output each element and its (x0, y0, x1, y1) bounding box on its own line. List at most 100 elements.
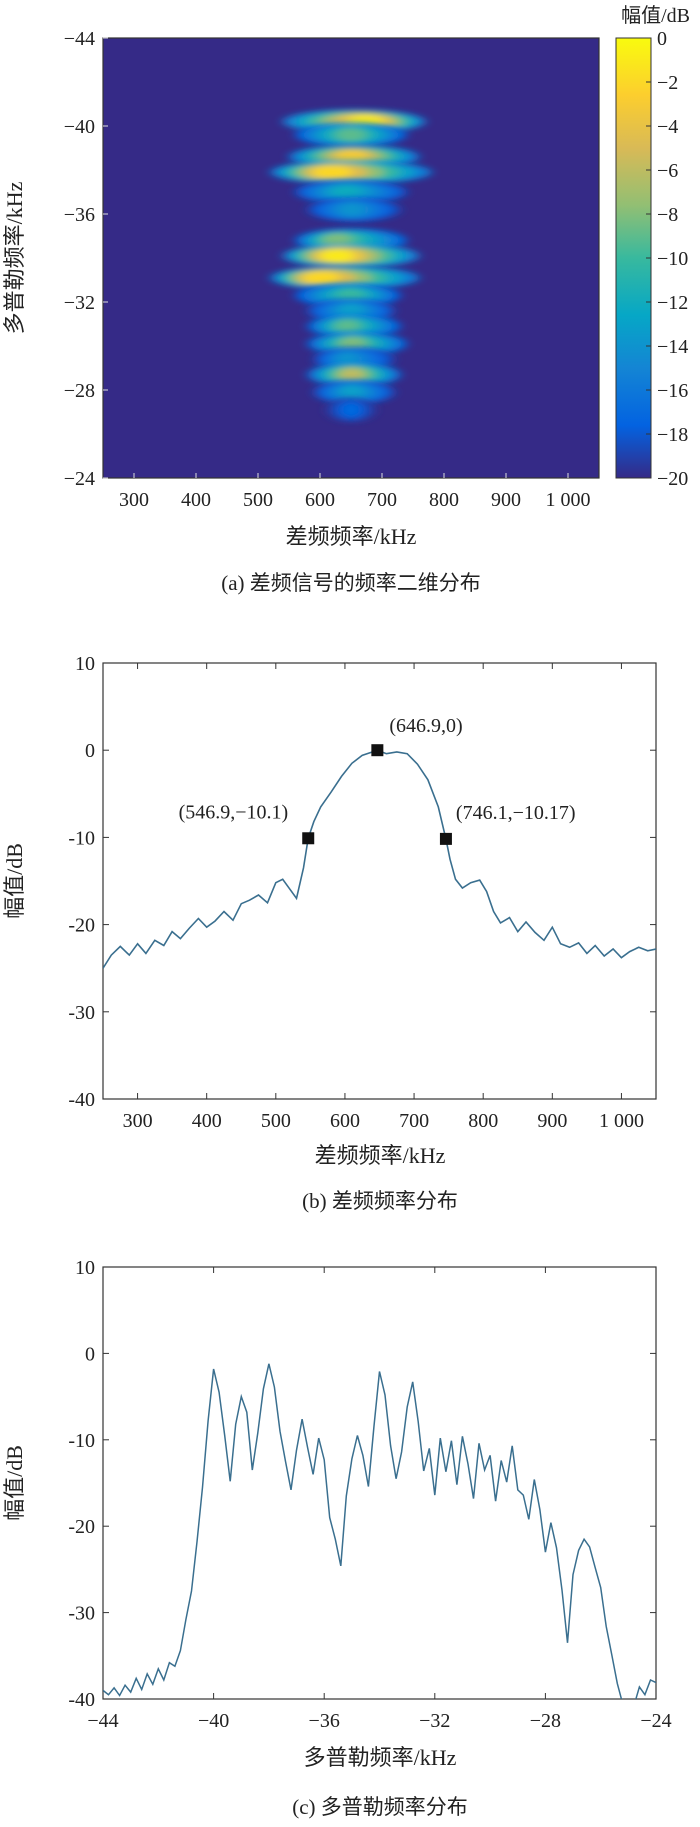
peak-marker-label: (546.9,−10.1) (179, 801, 289, 823)
x-tick-label: 700 (399, 1110, 429, 1132)
heatmap-blob (307, 362, 401, 387)
colorbar-tick-label: −10 (657, 248, 688, 270)
y-tick-label: −28 (64, 380, 95, 402)
x-tick-label: 600 (305, 489, 335, 511)
x-tick-label: −40 (198, 1710, 229, 1732)
heatmap-cell (335, 150, 369, 164)
colorbar-tick-label: −2 (657, 72, 678, 94)
x-tick-label: 500 (243, 489, 273, 511)
heatmap-cell (337, 288, 364, 303)
heatmap-y-axis-label: 多普勒频率/kHz (2, 181, 27, 334)
x-tick-label: 500 (261, 1110, 291, 1132)
y-tick-label: -40 (68, 1089, 95, 1111)
x-tick-label: 800 (429, 489, 459, 511)
heatmap-cell (332, 185, 361, 199)
colorbar-tick-label: −6 (657, 160, 678, 182)
heatmap-blob (307, 197, 401, 222)
heatmap-blob (282, 243, 420, 268)
doppler-spectrum-line (103, 1363, 656, 1699)
heatmap-panel: 300 400 500 600 700 800 900 1 000 −44−40−36−32−… (2, 4, 690, 595)
y-tick-label: 0 (85, 740, 95, 762)
x-tick-label: −36 (309, 1710, 340, 1732)
x-tick-label: 300 (119, 489, 149, 511)
heatmap-cell (320, 249, 355, 263)
range-spectrum-x-ticks: 300 400 500 600 700 800 900 1 000 (123, 663, 644, 1132)
heatmap-cell (344, 403, 358, 417)
heatmap-caption: (a) 差频信号的频率二维分布 (221, 571, 481, 595)
x-tick-label: 300 (123, 1110, 153, 1132)
y-tick-label: −36 (64, 204, 95, 226)
heatmap-blob (295, 122, 407, 147)
range-spectrum-x-axis-label: 差频频率/kHz (315, 1143, 446, 1168)
x-tick-label: −28 (530, 1710, 561, 1732)
colorbar-tick-label: −12 (657, 292, 688, 314)
doppler-spectrum-caption: (c) 多普勒频率分布 (292, 1795, 468, 1819)
x-tick-label: 1 000 (599, 1110, 644, 1132)
doppler-spectrum-y-ticks: 10 0 -10 -20 -30 -40 (68, 1257, 656, 1711)
doppler-spectrum-x-ticks: −44 −40 −36 −32 −28 −24 (87, 1267, 672, 1732)
heatmap-blob (326, 397, 376, 422)
peak-marker-label: (646.9,0) (389, 715, 462, 737)
y-tick-label: -40 (68, 1689, 95, 1711)
range-spectrum-caption: (b) 差频频率分布 (302, 1189, 458, 1213)
heatmap-blob (307, 314, 401, 339)
x-tick-label: 400 (181, 489, 211, 511)
x-tick-label: −32 (419, 1710, 450, 1732)
heatmap-cell (340, 337, 365, 351)
y-tick-label: -10 (68, 1430, 95, 1452)
y-tick-label: -20 (68, 1516, 95, 1538)
y-tick-label: −32 (64, 292, 95, 314)
y-tick-label: -30 (68, 1603, 95, 1625)
heatmap-cell (341, 385, 362, 399)
heatmap-x-axis-label: 差频频率/kHz (286, 524, 417, 549)
doppler-spectrum-plot-area (102, 1266, 657, 1700)
heatmap-blobs (270, 109, 432, 422)
colorbar-tick-label: −20 (657, 468, 688, 490)
colorbar-ticks: 0 −2 −4 −6 −8 −10 −12 −14 −16 −18 −20 (646, 28, 688, 490)
range-spectrum-panel: 300 400 500 600 700 800 900 1 000 10 0 -10 -20 -30 -… (2, 653, 657, 1213)
y-tick-label: −40 (64, 116, 95, 138)
x-tick-label: −44 (87, 1710, 118, 1732)
y-tick-label: 10 (75, 653, 95, 675)
x-tick-label: 800 (468, 1110, 498, 1132)
colorbar-title: 幅值/dB (621, 4, 690, 27)
peak-marker (302, 832, 315, 845)
heatmap-cell (340, 202, 364, 217)
heatmap-x-ticks: 300 400 500 600 700 800 900 1 000 (119, 473, 591, 511)
y-tick-label: −24 (64, 468, 95, 490)
heatmap-cell (312, 165, 353, 179)
heatmap-frame (102, 37, 600, 479)
heatmap-y-ticks: −44 −40 −36 −32 −28 −24 (64, 28, 108, 490)
y-tick-label: -30 (68, 1002, 95, 1024)
heatmap-blob (270, 160, 432, 185)
y-tick-label: 10 (75, 1257, 95, 1279)
range-spectrum-y-ticks: 10 0 -10 -20 -30 -40 (68, 653, 656, 1111)
doppler-spectrum-panel: −44 −40 −36 −32 −28 −24 10 0 -10 -20 -30 -40 多普勒频率… (2, 1257, 672, 1819)
heatmap-cell (302, 271, 341, 285)
heatmap-blob (295, 179, 407, 205)
heatmap-cell (340, 367, 364, 382)
colorbar-tick-label: −16 (657, 380, 688, 402)
y-tick-label: 0 (85, 1343, 95, 1365)
x-tick-label: 900 (491, 489, 521, 511)
peak-marker (371, 744, 384, 757)
heatmap-cell (337, 128, 365, 142)
range-spectrum-markers: (546.9,−10.1) (646.9,0) (746.1,−10.17) (179, 715, 576, 845)
x-tick-label: 700 (367, 489, 397, 511)
range-spectrum-plot-area (102, 662, 657, 1100)
peak-marker-label: (746.1,−10.17) (456, 802, 576, 824)
colorbar (615, 37, 652, 479)
doppler-spectrum-x-axis-label: 多普勒频率/kHz (304, 1745, 457, 1770)
colorbar-tick-label: 0 (657, 28, 667, 50)
heatmap-blob (313, 380, 395, 405)
x-tick-label: 600 (330, 1110, 360, 1132)
x-tick-label: 900 (537, 1110, 567, 1132)
doppler-spectrum-y-axis-label: 幅值/dB (2, 1445, 27, 1521)
colorbar-tick-label: −8 (657, 204, 678, 226)
peak-marker (439, 832, 452, 845)
colorbar-tick-label: −4 (657, 116, 678, 138)
colorbar-tick-label: −18 (657, 424, 688, 446)
x-tick-label: −24 (640, 1710, 671, 1732)
